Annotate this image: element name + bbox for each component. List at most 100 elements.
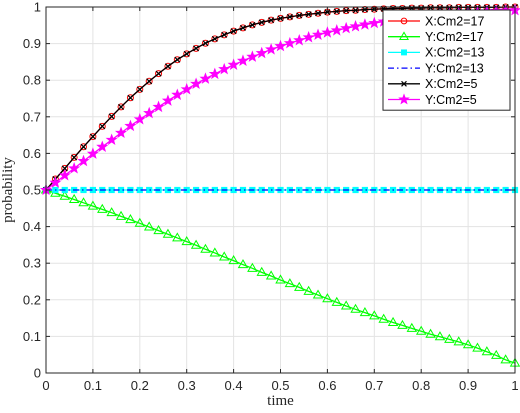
data-point [247,262,258,272]
legend-label: Y:Cm2=5 [425,93,477,107]
data-point [369,310,380,320]
y-tick-label: 0.1 [23,329,41,344]
x-tick-label: 0.2 [131,378,149,393]
data-point [314,10,322,17]
data-point [105,133,118,146]
data-point [220,31,228,39]
data-point [143,221,155,231]
data-point [491,349,502,359]
data-point [283,36,296,49]
data-point [97,203,108,213]
data-point [136,85,144,93]
data-point [418,186,425,194]
data-point [211,35,219,43]
data-point [98,122,106,130]
data-point [49,176,62,188]
legend-item: Y:Cm2=17 [388,30,484,44]
y-axis-label: probability [0,157,16,223]
y-tick-label: 0.7 [23,109,41,124]
y-tick-label: 0.6 [23,146,41,161]
data-point [183,50,191,58]
data-point [444,333,455,343]
data-point [126,94,134,102]
data-point [239,24,247,31]
data-point [462,339,474,349]
data-point [133,112,146,125]
data-point [296,12,303,19]
legend-item: Y:Cm2=13 [388,61,484,75]
data-point [246,50,259,62]
y-tick-label: 0.3 [23,256,41,271]
y-tick-label: 0.9 [23,36,41,51]
data-point [230,28,237,35]
data-point [173,56,181,64]
legend-marker [398,93,410,105]
data-point [303,285,314,295]
legend-label: Y:Cm2=13 [425,61,484,75]
data-point [221,31,228,38]
legend-item: X:Cm2=13 [388,46,484,60]
ticks: 0 0.1 0.2 0.3 0.4 0.5 0.6 0.7 0.8 0.9 1 0 0.1 0.2 0.3 0… [23,0,519,393]
data-point [80,186,87,194]
legend-item: X:Cm2=5 [388,77,478,91]
data-point [124,119,137,132]
legend: X:Cm2=17 Y:Cm2=17 X:Cm2=13Y:Cm2=13 X:Cm2=5 Y… [382,9,511,111]
legend-label: X:Cm2=13 [425,46,484,60]
data-point [228,255,239,265]
data-point [180,82,193,95]
data-point [152,100,165,113]
series-Y:Cm2=17 [40,184,520,367]
data-point [155,70,163,78]
data-point [239,24,247,32]
data-point [108,113,115,120]
data-point [352,7,359,14]
legend-item: Y:Cm2=5 [388,93,477,107]
data-point [330,24,343,36]
data-point [227,58,240,70]
data-point [117,103,125,111]
data-point [340,300,352,310]
y-tick-label: 1 [34,0,41,15]
legend-marker [401,80,407,87]
data-point [183,50,190,57]
data-point [153,225,164,235]
y-tick-label: 0.2 [23,292,41,307]
data-point [200,243,211,253]
x-tick-label: 1 [511,378,518,393]
data-point [274,39,287,52]
legend-label: Y:Cm2=17 [425,30,484,44]
data-point [115,210,127,220]
data-point [71,154,78,161]
legend-marker [401,49,407,56]
x-axis-label: time [267,393,294,409]
data-point [143,106,156,119]
legend-item: X:Cm2=17 [388,14,484,28]
data-point [258,18,266,26]
x-tick-label: 0.7 [365,378,383,393]
data-point [108,112,116,120]
x-tick-label: 0.8 [412,378,430,393]
data-point [311,28,325,40]
data-point [425,328,436,338]
data-point [434,331,446,341]
data-point [368,16,381,29]
data-point [78,197,89,207]
legend-label: X:Cm2=5 [425,77,478,91]
data-point [208,67,221,80]
x-tick-label: 0.1 [84,378,102,393]
data-point [268,17,275,24]
data-point [237,259,249,269]
legend-box [382,9,511,111]
data-point [378,313,389,323]
data-point [481,346,493,356]
data-point [125,214,136,224]
data-point [146,186,153,194]
legend-label: X:Cm2=17 [425,14,484,28]
data-point [472,342,483,352]
data-point [256,266,267,276]
data-point [284,278,296,288]
data-point [99,123,106,130]
data-point [190,77,203,90]
data-point [59,190,70,200]
series-layer [39,3,520,367]
